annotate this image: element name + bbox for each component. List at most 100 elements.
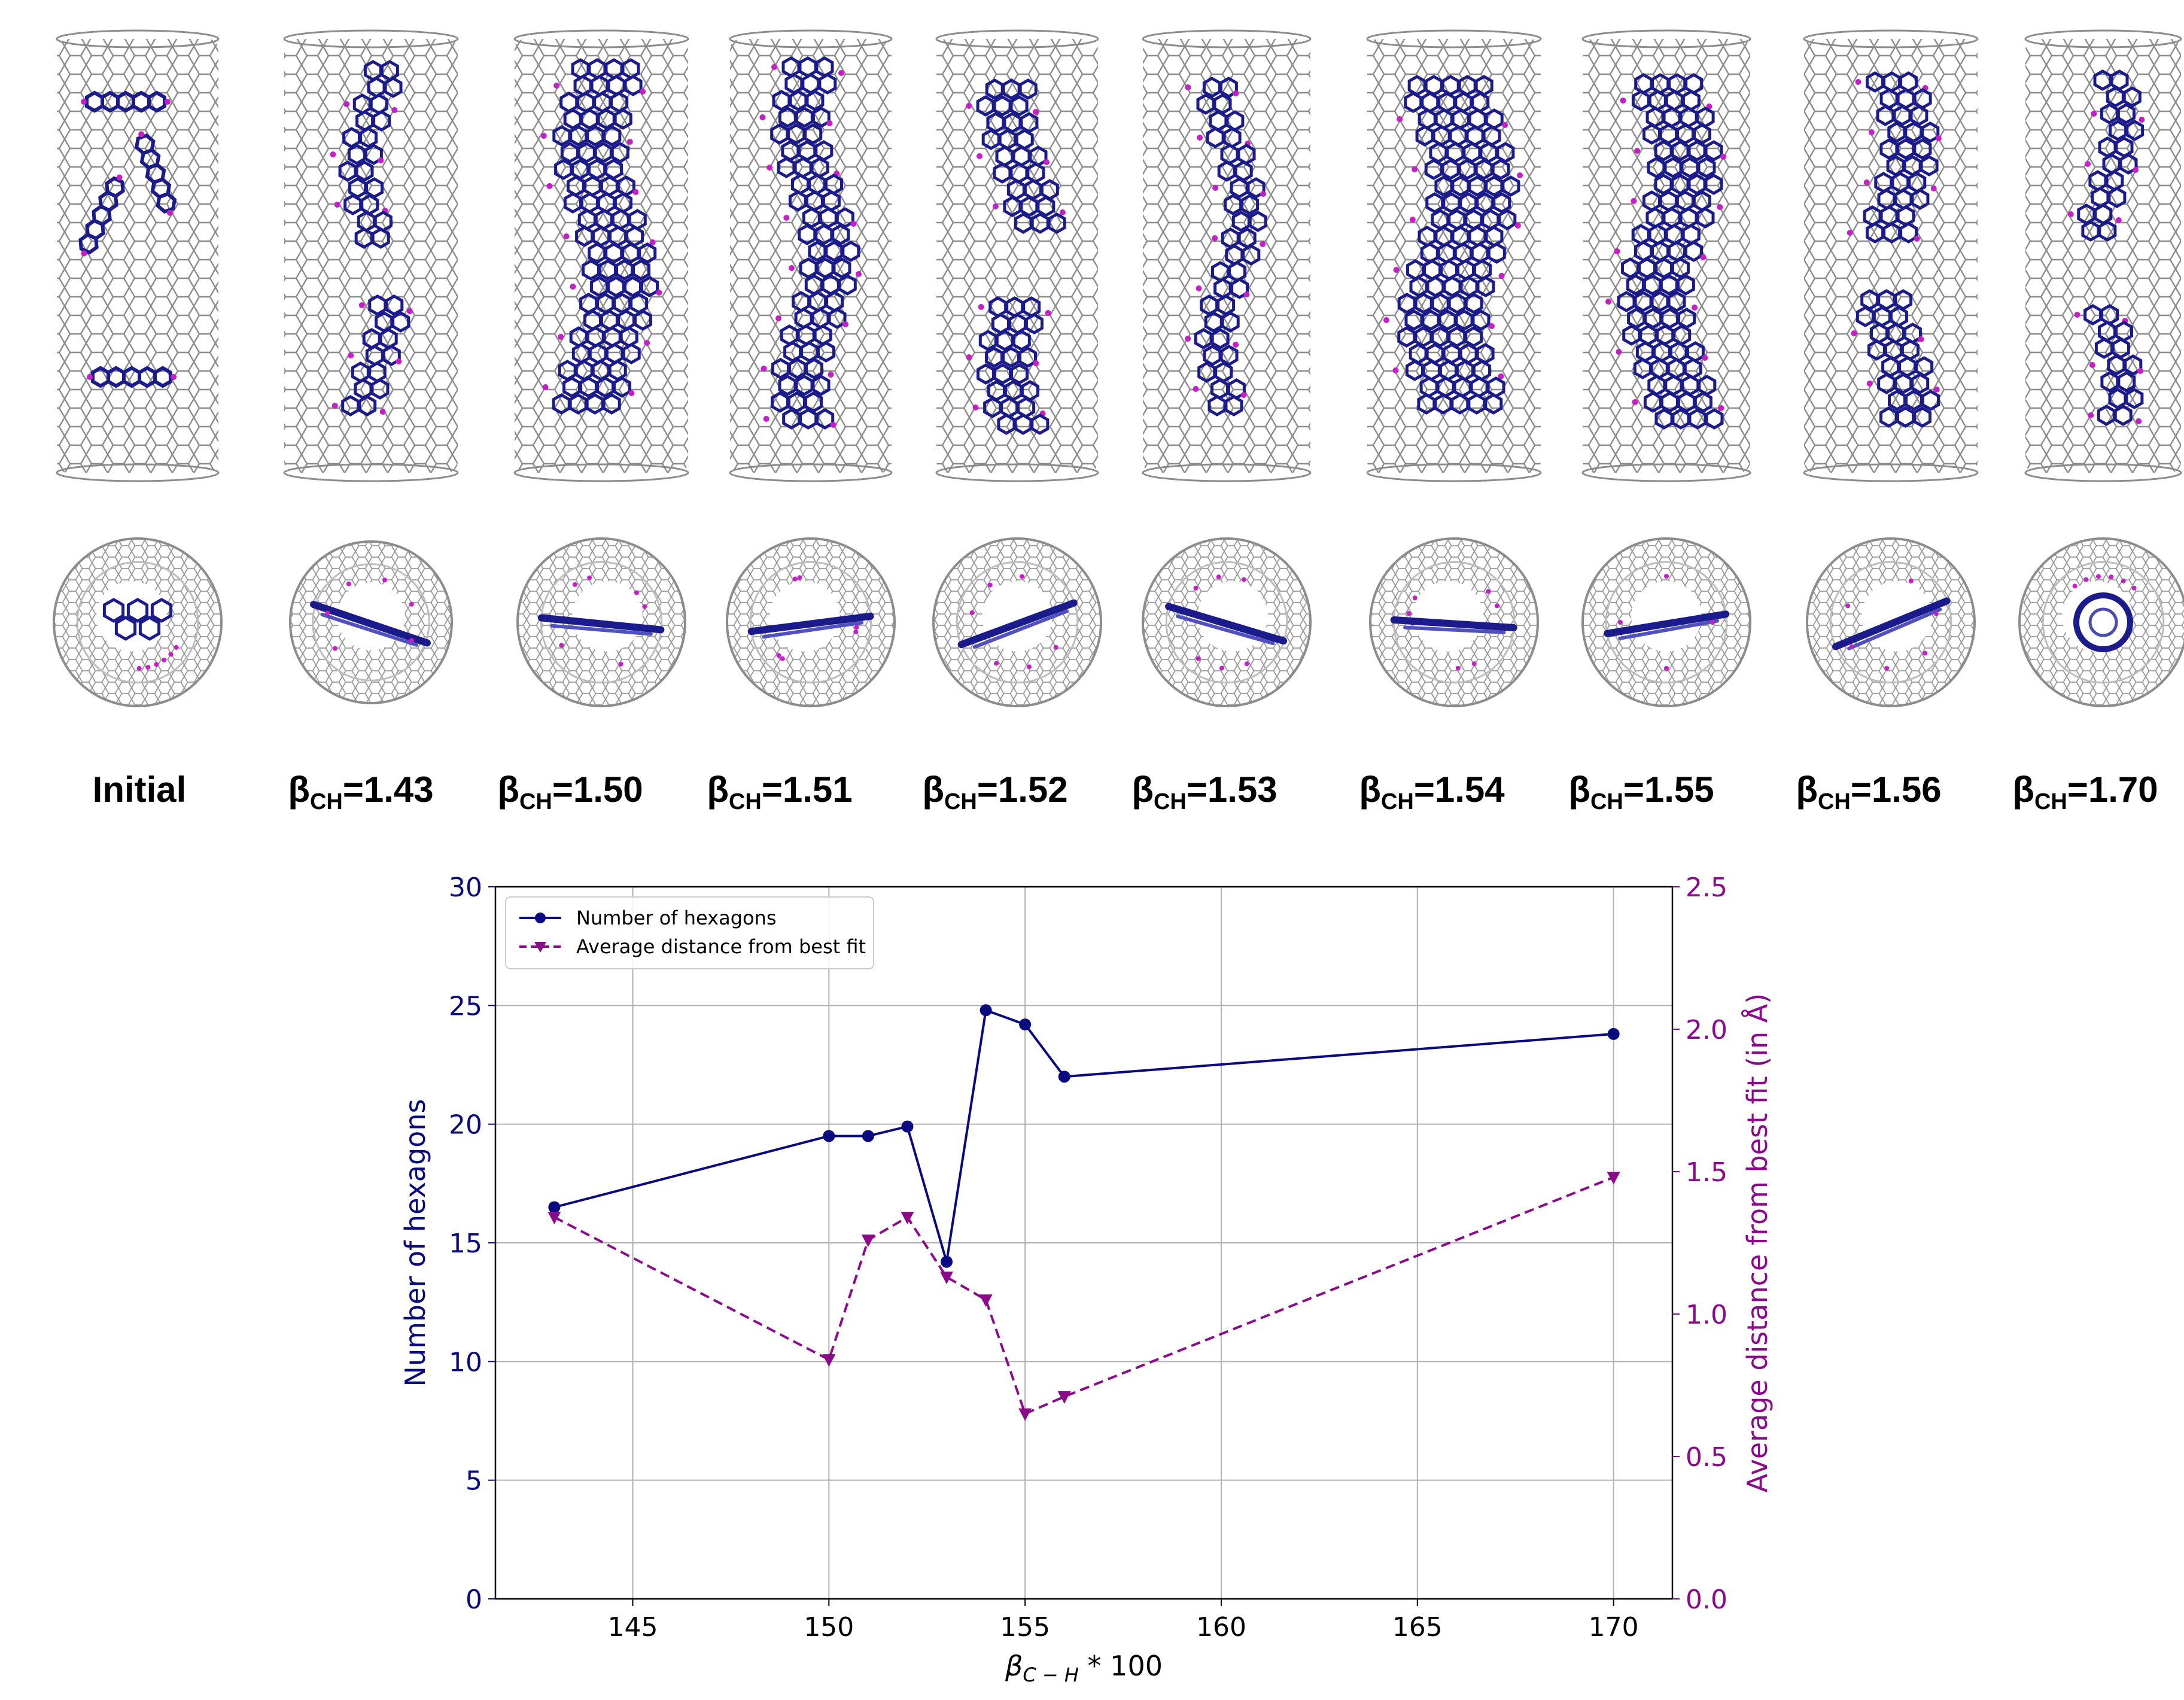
nanotube-end-view [1142, 537, 1312, 707]
panel-label: βCH=1.43 [288, 770, 433, 814]
nanotube-end-view [2018, 537, 2184, 707]
panel-label-main: β [1796, 770, 1818, 810]
panel-label-subscript: CH [944, 789, 977, 814]
nanotube-side-view [935, 29, 1099, 482]
x-tick-label: 150 [804, 1612, 854, 1643]
panel-label-main: β [288, 770, 310, 810]
panel-8 [1803, 29, 1979, 707]
molecule-side-view [966, 78, 1066, 435]
molecule-end-view [1604, 574, 1730, 671]
panel-label: βCH=1.56 [1796, 770, 1941, 814]
panel-label: Initial [93, 770, 187, 810]
data-point [901, 1120, 914, 1133]
molecule-side-view [1185, 77, 1267, 416]
panel-label-value: =1.56 [1851, 770, 1942, 810]
legend-label: Average distance from best fit [576, 935, 866, 958]
panel-6 [1366, 29, 1542, 707]
y-right-axis-title: Average distance from best fit (in Å) [1741, 993, 1774, 1492]
x-tick-label: 155 [1000, 1612, 1050, 1643]
molecule-end-view [1832, 578, 1951, 671]
data-point [1019, 1018, 1032, 1031]
molecule-side-view [1605, 73, 1727, 430]
panel-label-main: β [497, 770, 519, 810]
panel-label-main: β [2012, 770, 2034, 810]
molecule-end-view [1165, 574, 1288, 671]
nanotube-end-view [1369, 537, 1539, 707]
data-point [1058, 1071, 1070, 1083]
x-tick-label: 170 [1589, 1612, 1639, 1643]
x-tick-label: 165 [1392, 1612, 1443, 1643]
panel-label-subscript: CH [1590, 789, 1623, 814]
nanotube-side-view [513, 29, 689, 482]
molecule-end-view [537, 575, 665, 667]
data-point [861, 1234, 875, 1248]
line-chart: 145 150 155 160 165 170 0 5 10 15 20 25 30 0.0 0.5 1.0 1… [399, 872, 1774, 1686]
legend-box [505, 896, 874, 969]
molecule-end-view [2072, 574, 2137, 652]
data-point [1607, 1027, 1620, 1040]
y-left-tick-label: 20 [449, 1110, 482, 1141]
panel-label: βCH=1.51 [707, 770, 852, 814]
data-point [979, 1294, 993, 1307]
panel-4 [932, 29, 1102, 707]
panel-label-value: =1.43 [343, 770, 434, 810]
chart-legend: Number of hexagons Average distance from … [505, 896, 874, 969]
data-point [862, 1130, 874, 1142]
molecule-side-view [759, 56, 862, 430]
y-left-tick-label: 30 [449, 872, 482, 903]
panel-label: βCH=1.50 [497, 770, 643, 814]
panel-label-main: β [1359, 770, 1381, 810]
nanotube-end-view [516, 537, 686, 707]
panel-label-subscript: CH [1818, 789, 1851, 814]
y-right-tick-label: 0.5 [1686, 1442, 1727, 1473]
molecule-side-view [540, 58, 662, 415]
data-point [1018, 1408, 1032, 1421]
panel-3 [726, 29, 896, 707]
panel-9 [2018, 29, 2184, 707]
nanotube-side-view [2024, 29, 2182, 482]
panel-label-main: Initial [93, 770, 187, 810]
y-left-tick-label: 0 [466, 1585, 482, 1615]
molecule-end-view [102, 598, 179, 671]
panel-label-value: =1.70 [2067, 770, 2158, 810]
series-line [553, 1008, 1614, 1263]
data-point [1057, 1391, 1071, 1404]
molecule-end-view [1390, 589, 1517, 671]
data-point [940, 1272, 954, 1285]
molecule-side-view [1383, 75, 1523, 415]
panel-label-main: β [1568, 770, 1590, 810]
x-tick-label: 145 [607, 1612, 658, 1643]
y-right-tick-label: 0.0 [1686, 1585, 1727, 1615]
panel-label-subscript: CH [519, 789, 552, 814]
panel-2 [513, 29, 689, 707]
data-point [548, 1201, 561, 1214]
panel-7 [1581, 29, 1751, 707]
panel-label: βCH=1.52 [922, 770, 1067, 814]
x-tick-label: 160 [1196, 1612, 1246, 1643]
panel-label-subscript: CH [2034, 789, 2067, 814]
nanotube-end-view [53, 537, 223, 707]
molecule-end-view [957, 574, 1078, 670]
y-left-tick-label: 5 [466, 1466, 482, 1497]
data-point [941, 1255, 953, 1268]
panel-label-value: =1.50 [552, 770, 643, 810]
panel-label: βCH=1.53 [1131, 770, 1277, 814]
panel-labels: Initial βCH=1.43 βCH=1.50 βCH=1.51 βCH=1.52 β… [93, 770, 2158, 814]
chart-grid [495, 886, 1672, 1599]
panel-label-subscript: CH [310, 789, 343, 814]
x-axis-title: βC − H * 100 [1005, 1650, 1163, 1686]
panel-1 [283, 29, 459, 704]
panel-label-main: β [707, 770, 729, 810]
chart-axis-titles: βC − H * 100 Number of hexagons Average di… [399, 993, 1774, 1686]
panel-label: βCH=1.55 [1568, 770, 1714, 814]
panel-label-value: =1.54 [1414, 770, 1505, 810]
y-left-tick-label: 15 [449, 1228, 482, 1259]
panel-label-subscript: CH [729, 789, 762, 814]
molecule-side-view [330, 60, 413, 416]
series-distance [547, 1172, 1620, 1421]
snapshot-panels [53, 29, 2184, 707]
y-right-tick-label: 2.5 [1686, 872, 1727, 903]
panel-0 [53, 29, 223, 707]
chart-ticks: 145 150 155 160 165 170 0 5 10 15 20 25 30 0.0 0.5 1.0 1… [449, 872, 1727, 1643]
